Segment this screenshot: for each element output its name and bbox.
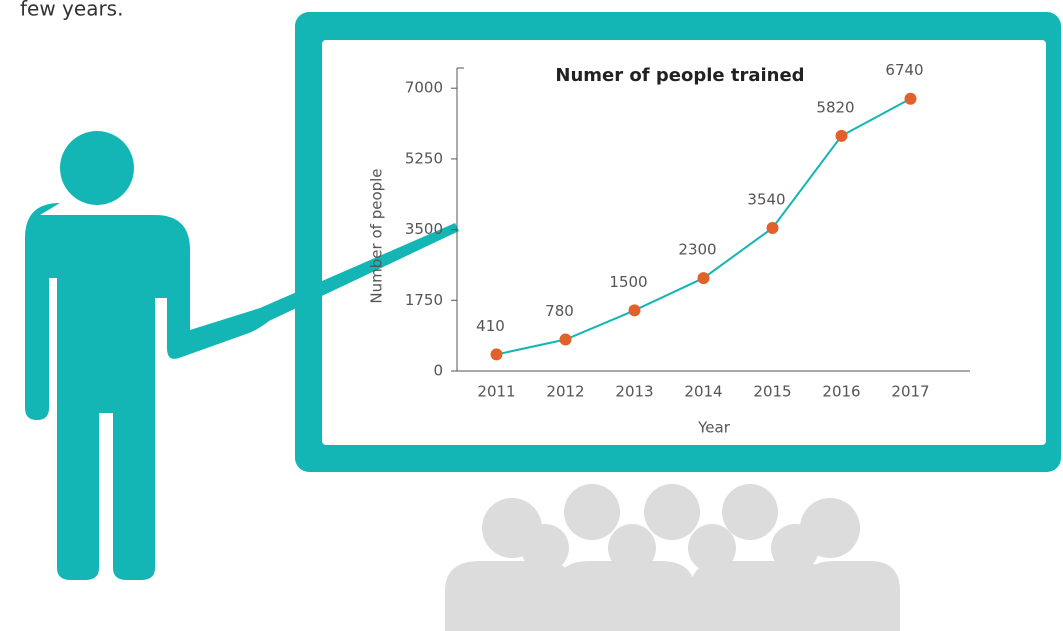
point — [904, 92, 917, 105]
x-tick-label: 2013 — [615, 383, 653, 401]
chart-title: Numer of people trained — [555, 65, 804, 86]
value-label: 6740 — [885, 61, 923, 79]
y-tick-label: 3500 — [405, 220, 443, 238]
x-tick-label: 2012 — [546, 383, 584, 401]
value-label: 2300 — [678, 241, 716, 259]
board-surface — [322, 40, 1046, 445]
y-tick-label: 0 — [433, 362, 443, 380]
point — [490, 348, 503, 361]
x-tick-label: 2014 — [684, 383, 722, 401]
presenter — [25, 131, 459, 580]
point — [628, 304, 641, 317]
point — [835, 129, 848, 142]
x-tick-label: 2017 — [891, 383, 929, 401]
caption: few years. — [20, 0, 123, 21]
y-tick-label: 7000 — [405, 79, 443, 97]
x-tick-label: 2011 — [477, 383, 515, 401]
y-axis-label: Number of people — [368, 168, 386, 303]
y-tick-label: 5250 — [405, 149, 443, 167]
point — [559, 333, 572, 346]
value-label: 3540 — [747, 190, 785, 208]
value-label: 410 — [476, 317, 505, 335]
value-label: 1500 — [609, 273, 647, 291]
y-tick-label: 1750 — [405, 291, 443, 309]
value-label: 5820 — [816, 98, 854, 116]
point — [697, 272, 710, 285]
value-label: 780 — [545, 302, 574, 320]
x-tick-label: 2015 — [753, 383, 791, 401]
x-tick-label: 2016 — [822, 383, 860, 401]
audience — [445, 484, 900, 631]
x-axis-label: Year — [697, 419, 731, 437]
point — [766, 221, 779, 234]
